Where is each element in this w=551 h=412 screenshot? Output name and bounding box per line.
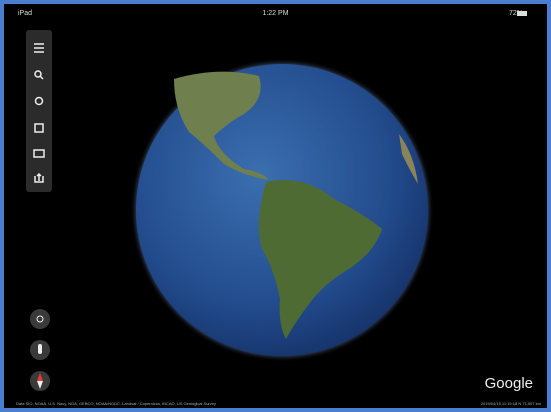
battery-icon [517,11,527,16]
south-america [258,180,382,339]
attribution: Data SIO, NOAA, U.S. Navy, NGA, GEBCO, N… [16,401,216,406]
compass-north [37,373,43,381]
camera-button[interactable] [33,149,45,158]
pegman-icon [38,344,42,354]
toolbar [26,30,52,192]
earth-view [26,11,527,391]
feeling-lucky-button[interactable] [34,123,44,133]
north-america [174,71,269,180]
share-button[interactable] [34,172,44,183]
camera-info: 2019/04/15 11:15:18 N 71,597 km [480,401,541,406]
clock: 1:22 PM [262,10,289,17]
search-button[interactable] [34,70,44,80]
menu-button[interactable] [34,43,44,53]
africa-edge [399,134,418,184]
battery-level: 72% [508,10,523,17]
compass-south [37,381,43,389]
location-icon [36,315,44,323]
voyager-button[interactable] [34,96,44,106]
device-name: iPad [18,10,33,17]
google-logo: Google [484,375,533,392]
location-button[interactable] [30,309,50,329]
